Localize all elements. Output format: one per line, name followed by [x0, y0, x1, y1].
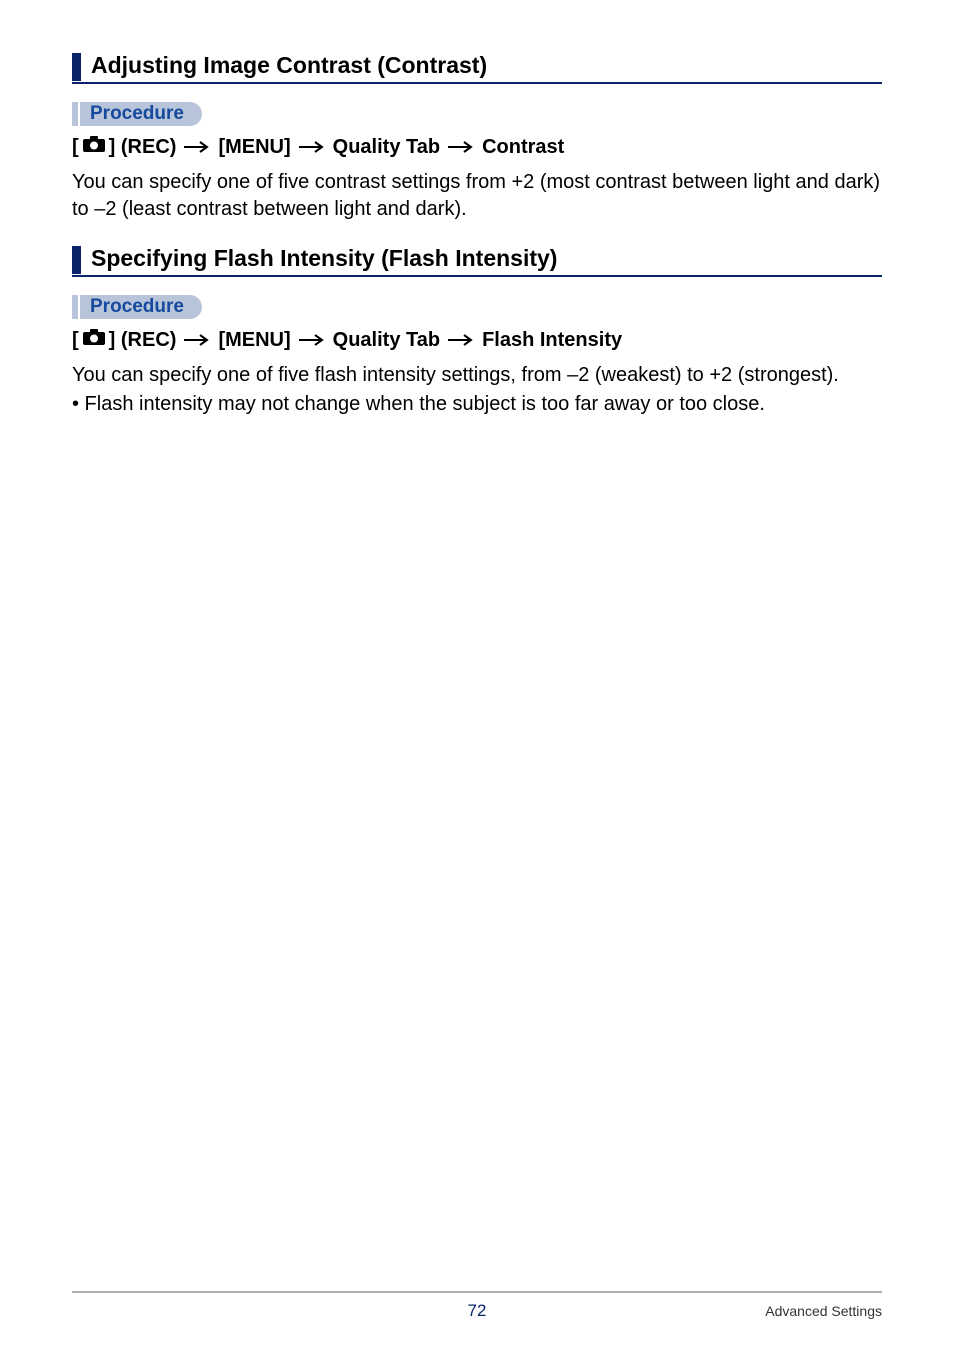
section-bar	[72, 53, 81, 81]
arrow-icon	[298, 134, 326, 161]
path-part: Flash Intensity	[482, 327, 622, 354]
path-part: [	[72, 327, 79, 354]
section-title-flash: Specifying Flash Intensity (Flash Intens…	[91, 245, 557, 275]
arrow-icon	[447, 134, 475, 161]
procedure-row: Procedure	[72, 295, 882, 319]
path-part: ] (REC)	[109, 327, 177, 354]
procedure-pill: Procedure	[80, 102, 202, 126]
path-part: Contrast	[482, 134, 564, 161]
section-title-contrast: Adjusting Image Contrast (Contrast)	[91, 52, 487, 82]
section-bar	[72, 246, 81, 274]
bullet-text-flash: • Flash intensity may not change when th…	[72, 391, 882, 418]
body-text-contrast: You can specify one of five contrast set…	[72, 169, 882, 223]
section-header-contrast: Adjusting Image Contrast (Contrast)	[72, 52, 882, 84]
path-part: [MENU]	[218, 327, 290, 354]
procedure-pill: Procedure	[80, 295, 202, 319]
procedure-row: Procedure	[72, 102, 882, 126]
procedure-bar	[72, 295, 78, 319]
camera-icon	[83, 326, 105, 353]
footer-label: Advanced Settings	[765, 1303, 882, 1319]
arrow-icon	[447, 327, 475, 354]
path-part: ] (REC)	[109, 134, 177, 161]
procedure-bar	[72, 102, 78, 126]
path-part: [	[72, 134, 79, 161]
section-header-flash: Specifying Flash Intensity (Flash Intens…	[72, 245, 882, 277]
camera-icon	[83, 133, 105, 160]
body-text-flash: You can specify one of five flash intens…	[72, 362, 882, 389]
page-content: Adjusting Image Contrast (Contrast) Proc…	[0, 0, 954, 418]
arrow-icon	[183, 327, 211, 354]
menu-path-flash: [ ] (REC) [MENU] Quality Tab Flash Intens…	[72, 327, 882, 354]
menu-path-contrast: [ ] (REC) [MENU] Quality Tab Contrast	[72, 134, 882, 161]
arrow-icon	[298, 327, 326, 354]
path-part: Quality Tab	[333, 134, 440, 161]
page-footer: 72 Advanced Settings	[72, 1291, 882, 1321]
path-part: Quality Tab	[333, 327, 440, 354]
path-part: [MENU]	[218, 134, 290, 161]
arrow-icon	[183, 134, 211, 161]
page-number: 72	[468, 1301, 487, 1321]
